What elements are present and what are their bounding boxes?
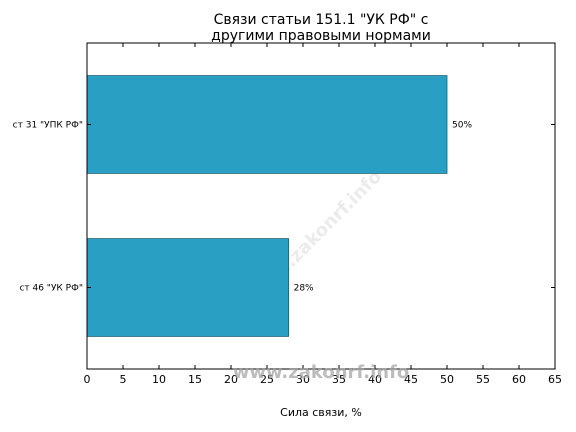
x-tick-label: 50 [440,373,454,386]
bar-data-label: 50% [452,121,472,131]
x-tick-label: 45 [404,373,418,386]
chart-title: Связи статьи 151.1 "УК РФ" с другими пра… [211,12,431,44]
x-tick-label: 10 [152,373,166,386]
bar [86,75,448,174]
y-axis-ticks: ст 31 "УПК РФ" ст 46 "УК РФ" [13,121,555,294]
bar-data-label: 28% [294,284,314,294]
chart-title-line-2: другими правовыми нормами [211,28,431,44]
x-tick-label: 20 [224,373,238,386]
x-tick-label: 35 [332,373,346,386]
chart-title-line-1: Связи статьи 151.1 "УК РФ" с [214,12,429,28]
x-axis-title: Сила связи, % [280,406,362,419]
watermark: www.zakonrf.info [233,362,410,383]
bar [86,238,290,337]
plot-area-frame [86,42,556,370]
bars-group [86,75,448,337]
x-tick-label: 55 [476,373,490,386]
x-axis-ticks: 0 5 10 15 20 25 30 35 40 45 50 55 60 65 [84,43,562,386]
x-tick-label: 15 [188,373,202,386]
y-tick-label: ст 46 "УК РФ" [19,284,83,294]
x-tick-label: 5 [120,373,127,386]
x-tick-label: 30 [296,373,310,386]
x-tick-label: 60 [512,373,526,386]
x-tick-label: 25 [260,373,274,386]
x-tick-label: 65 [548,373,562,386]
x-tick-label: 0 [84,373,91,386]
y-tick-label: ст 31 "УПК РФ" [13,121,83,131]
x-tick-label: 40 [368,373,382,386]
data-labels-group: 50% 28% [294,121,473,294]
